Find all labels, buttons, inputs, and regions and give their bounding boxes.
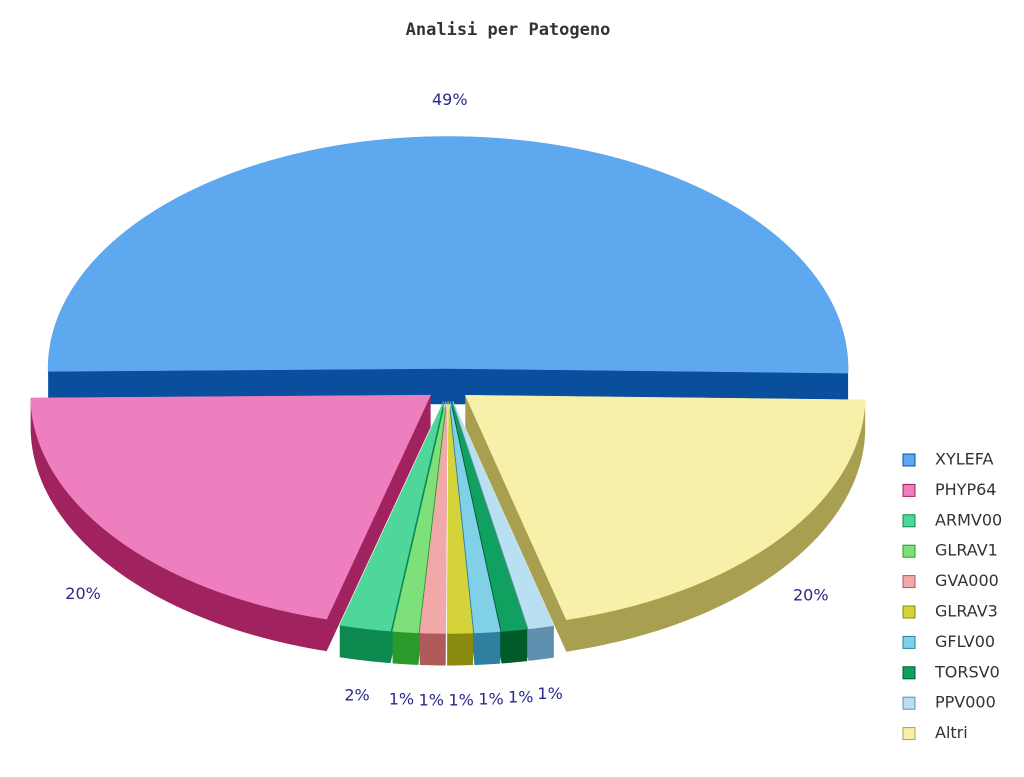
- slice-top: [452, 400, 555, 630]
- legend-swatch: [902, 666, 916, 680]
- legend-label: PHYP64: [935, 480, 996, 499]
- data-label: 20%: [65, 584, 101, 603]
- chart-title: Analisi per Patogeno: [406, 20, 611, 40]
- data-label: 1%: [508, 687, 533, 706]
- data-label: 1%: [419, 691, 444, 710]
- slice-top: [464, 394, 866, 620]
- legend-label: GLRAV3: [935, 602, 998, 621]
- legend-swatch: [902, 544, 916, 558]
- legend-label: GVA000: [935, 571, 999, 590]
- slice: [47, 136, 849, 406]
- slice-top: [392, 401, 447, 634]
- slice-top: [446, 401, 474, 634]
- slice-top: [419, 401, 448, 634]
- slice: [452, 400, 555, 661]
- data-label: 2%: [344, 685, 369, 704]
- data-label: 20%: [793, 586, 829, 605]
- legend-label: GFLV00: [935, 632, 995, 651]
- slice-top: [30, 394, 432, 620]
- legend-swatch: [902, 453, 916, 467]
- slice: [449, 401, 501, 665]
- slice: [464, 394, 866, 652]
- legend-label: TORSV0: [934, 662, 1000, 681]
- slice-top: [47, 136, 849, 374]
- legend-swatch: [902, 605, 916, 619]
- legend-swatch: [902, 727, 916, 741]
- slice: [419, 401, 448, 666]
- legend-label: XYLEFA: [935, 450, 993, 469]
- slice-top: [449, 401, 501, 634]
- legend-swatch: [902, 575, 916, 589]
- legend-label: Altri: [935, 723, 968, 742]
- legend-label: GLRAV1: [935, 541, 998, 560]
- data-label: 1%: [389, 689, 414, 708]
- data-label: 49%: [432, 90, 468, 109]
- slice: [392, 401, 447, 665]
- data-label: 1%: [478, 690, 503, 709]
- legend-swatch: [902, 696, 916, 710]
- slice-top: [339, 401, 444, 632]
- slice: [30, 394, 432, 652]
- data-label: 1%: [537, 684, 562, 703]
- legend-swatch: [902, 635, 916, 649]
- data-label: 1%: [449, 691, 474, 710]
- slice: [339, 401, 444, 664]
- slice: [446, 401, 474, 666]
- legend-swatch: [902, 483, 916, 497]
- legend-swatch: [902, 514, 916, 528]
- legend-label: PPV000: [935, 693, 996, 712]
- slice-top: [451, 401, 528, 632]
- legend-label: ARMV00: [935, 510, 1002, 529]
- slice: [451, 401, 528, 664]
